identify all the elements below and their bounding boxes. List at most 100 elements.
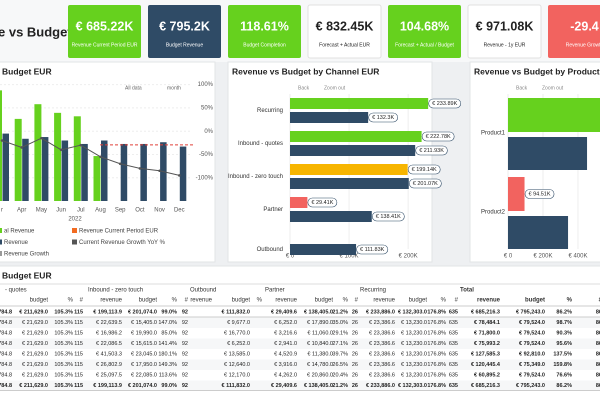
budget-bar <box>508 216 569 249</box>
table-cell: € 4,262.0 <box>274 372 297 378</box>
table-cell: 99.0% <box>161 309 177 315</box>
y2-tick-label: 100% <box>198 82 214 88</box>
table-cell: 105.3% <box>54 372 73 378</box>
table-cell: € 795,243.0 <box>516 383 545 389</box>
table-cell: € 60,895.2 <box>474 372 500 378</box>
growth-point <box>79 143 83 147</box>
chart-control[interactable]: Back <box>298 85 310 91</box>
table-cell: € 21,629.0 <box>22 341 48 347</box>
data-label-box <box>356 244 389 255</box>
table-cell: € 21,629.0 <box>22 330 48 336</box>
table-cell: € 10,840.0 <box>307 341 333 347</box>
table-cell: 784.8 <box>0 372 12 378</box>
table-cell: € 233,886.0 <box>366 309 395 315</box>
category-label: Inbound - zero touch <box>228 174 283 180</box>
chart-control[interactable]: All data <box>125 85 142 91</box>
budget-bar <box>41 137 49 201</box>
row-stripe <box>0 317 600 328</box>
table-cell: 784.8 <box>0 383 12 389</box>
table-cell: € 13,230.0 <box>401 351 427 357</box>
legend-swatch <box>0 228 2 233</box>
category-label: Product2 <box>481 210 506 216</box>
panel-title: Revenue vs Budget by Product EUR <box>474 66 600 76</box>
x-tick-label: Jun <box>56 208 66 214</box>
table-cell: € 21,629.0 <box>22 351 48 357</box>
growth-point <box>40 136 43 140</box>
chart-control[interactable]: Back <box>516 85 528 91</box>
revenue-bar <box>508 98 600 132</box>
table-cell: € 21,629.0 <box>22 372 48 378</box>
table-cell: € 79,524.0 <box>519 372 545 378</box>
y2-tick-label: 0% <box>204 129 213 135</box>
growth-point <box>118 162 122 166</box>
table-cell: € 78,484.1 <box>474 320 500 326</box>
panel-title: Budget EUR <box>2 66 52 76</box>
x-tick-label: € 0 <box>286 254 295 260</box>
table-cell: 635 <box>449 383 458 389</box>
table-cell: 29.1% <box>332 330 348 336</box>
table-cell: 784.8 <box>0 320 12 326</box>
table-cell: 95.6% <box>556 341 572 347</box>
table-cell: 86 <box>596 383 600 389</box>
kpi-card <box>68 5 141 58</box>
table-cell: 26.5% <box>332 362 348 368</box>
table-cell: 86.2% <box>556 383 572 389</box>
table-cell: € 16,770.0 <box>224 330 250 336</box>
data-label: € 29.41K <box>311 200 333 206</box>
chart-control[interactable]: Zoom out <box>542 85 564 91</box>
x-tick-label: € 200K <box>399 254 418 260</box>
table-cell: 784.8 <box>0 362 12 368</box>
table-cell: 92 <box>182 341 188 347</box>
group-header: Inbound - zero touch <box>88 288 143 294</box>
budget-bar <box>81 143 88 201</box>
table-cell: 115 <box>74 383 83 389</box>
table-cell: 26 <box>352 309 358 315</box>
table-cell: € 13,585.0 <box>224 351 250 357</box>
data-label: € 138.41K <box>376 214 401 220</box>
table-cell: € 79,524.0 <box>519 320 545 326</box>
table-cell: 86 <box>596 320 600 326</box>
group-header: Recurring <box>360 288 386 294</box>
chart-control[interactable]: month <box>167 85 181 91</box>
column-header: revenue <box>100 298 122 304</box>
column-header: revenue <box>275 298 297 304</box>
table-cell: € 22,085.0 <box>131 372 157 378</box>
data-label-box <box>524 189 555 199</box>
kpi-card <box>307 4 382 59</box>
column-header: revenue <box>477 298 501 304</box>
table-cell: € 120,445.4 <box>471 362 501 368</box>
table-cell: 784.8 <box>0 341 12 347</box>
revenue-bar <box>0 90 2 201</box>
kpi-value: -29.4 <box>570 19 599 33</box>
revenue-bar <box>290 164 408 175</box>
kpi-value: 118.61% <box>240 19 289 33</box>
x-tick-label: € 100K <box>340 254 359 260</box>
table-cell: 635 <box>449 341 458 347</box>
category-label: Inbound - quotes <box>238 141 283 147</box>
legend-swatch <box>72 228 77 233</box>
kpi-card <box>148 5 221 58</box>
x-tick-label: May <box>36 208 47 214</box>
table-cell: € 75,993.2 <box>474 341 500 347</box>
table-cell: € 111,832.0 <box>222 383 250 389</box>
table-cell: € 71,800.0 <box>474 330 500 336</box>
table-cell: € 17,950.0 <box>131 362 157 368</box>
table-cell: 76.6% <box>556 372 572 378</box>
x-tick-label: Sep <box>115 208 126 214</box>
x-tick-label: r <box>1 208 3 214</box>
chart-control[interactable]: Zoom out <box>324 85 346 91</box>
table-cell: € 23,386.6 <box>369 351 395 357</box>
x-tick-label: Oct <box>135 208 145 214</box>
table-cell: € 127,585.3 <box>471 351 500 357</box>
x-tick-label: Dec <box>174 208 185 214</box>
table-cell: € 13,230.0 <box>401 320 427 326</box>
table-cell: 635 <box>449 351 458 357</box>
table-cell: 105.3% <box>54 320 73 326</box>
category-label: Recurring <box>257 108 283 114</box>
legend-label: Revenue Growth <box>4 252 49 258</box>
table-cell: 92 <box>182 330 188 336</box>
table-cell: € 13,230.0 <box>401 330 427 336</box>
budget-bar <box>22 138 29 201</box>
table-cell: 635 <box>449 362 458 368</box>
